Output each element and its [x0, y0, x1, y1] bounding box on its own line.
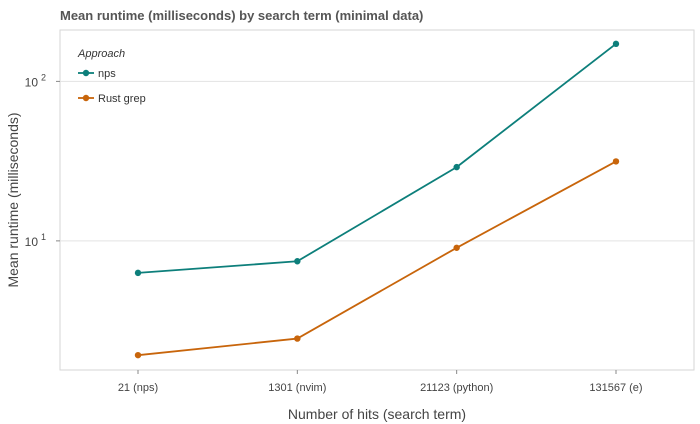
legend: Approach nps Rust grep — [77, 48, 146, 105]
data-point — [294, 258, 301, 265]
y-tick-exponent: 1 — [41, 232, 46, 242]
data-point — [134, 351, 142, 359]
series-nps — [134, 40, 620, 277]
data-point — [294, 335, 301, 342]
x-tick-label: 1301 (nvim) — [268, 382, 326, 394]
plot-panel — [59, 29, 695, 371]
y-tick-label: 10 — [25, 75, 39, 89]
x-axis-ticks: 21 (nps) 1301 (nvim) 21123 (python) 131567 … — [118, 370, 643, 394]
data-point — [453, 244, 460, 251]
legend-key-point — [82, 69, 90, 77]
legend-title: Approach — [77, 48, 125, 60]
y-tick-exponent: 2 — [41, 72, 46, 82]
series-line — [137, 160, 617, 357]
legend-label: Rust grep — [98, 93, 146, 105]
data-point — [612, 40, 620, 48]
x-axis-title: Number of hits (search term) — [288, 406, 466, 422]
x-tick-label: 21123 (python) — [420, 382, 493, 394]
series-layer — [134, 40, 620, 359]
y-axis-title: Mean runtime (milliseconds) — [5, 112, 21, 287]
data-point — [612, 158, 620, 165]
y-tick-label: 10 — [25, 235, 39, 249]
chart-title: Mean runtime (milliseconds) by search te… — [60, 8, 423, 23]
legend-key-point — [82, 94, 90, 102]
series-line — [137, 43, 617, 274]
legend-label: nps — [98, 68, 116, 80]
x-tick-label: 131567 (e) — [589, 382, 642, 394]
data-point — [134, 269, 142, 277]
series-rust-grep — [134, 158, 620, 359]
data-point — [453, 163, 460, 171]
x-tick-label: 21 (nps) — [118, 382, 158, 394]
y-gridlines — [60, 80, 694, 242]
